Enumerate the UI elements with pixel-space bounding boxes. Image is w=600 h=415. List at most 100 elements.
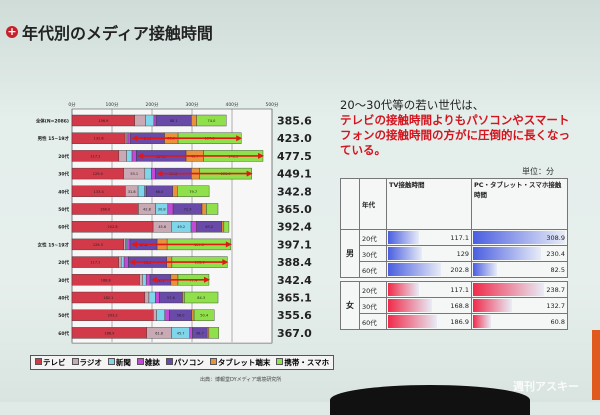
total-label: 385.6 [277,115,312,128]
bar-segment [191,114,197,127]
source-note: 出典：博報堂DYメディア環境研究所 [200,377,282,383]
segment-label: 117.1 [90,154,100,158]
category-label: 60代 [58,224,69,231]
age-cell: 30代 [359,245,387,262]
segment-label: 186.9 [104,331,114,335]
pc-bar [473,247,542,260]
legend-item: タブレット端末 [209,357,270,368]
pc-cell: 308.9 [471,229,568,246]
bar-segment [137,185,145,198]
pc-cell: 82.5 [471,261,568,278]
arrow-head [246,170,253,177]
x-tick-label: 300分 [185,101,199,108]
bar-segment [190,220,197,233]
legend-item: ラジオ [71,357,102,368]
category-label: 女性 15~19才 [38,241,70,248]
pc-cell: 132.7 [471,297,568,314]
x-tick-label: 100分 [105,101,119,108]
category-label: 30代 [58,277,69,284]
pc-bar [473,263,498,276]
arrow-head [156,170,163,177]
category-label: 50代 [58,312,69,319]
column-header: 年代 [359,178,387,230]
arrow-head [236,135,243,142]
segment-label: 203.2 [108,314,118,318]
tv-bar [388,315,438,328]
segment-label: 132.8 [94,137,104,141]
table-row: 男 20代 117.1 308.9 [340,229,568,278]
bar-segment [126,238,131,251]
segment-label: 49.2 [177,225,185,229]
chart-legend: テレビ ラジオ 新聞 雑誌 パソコン タブレット端末 携帯・スマホ [30,355,335,370]
tv-cell: 186.9 [386,313,472,330]
bar-segment [201,203,207,215]
segment-label: 166.0 [100,208,110,212]
segment-label: 202.8 [108,225,118,229]
plus-icon: + [6,25,18,38]
arrow-head [222,259,229,266]
segment-label: 45.6 [158,225,166,229]
category-label: 全体(N=2086) [35,118,69,125]
bar-segment [127,132,131,144]
arrow-head [203,276,210,283]
tv-bar [388,299,433,312]
legend-label: 携帯・スマホ [284,358,330,367]
segment-label: 129.3 [93,243,103,247]
category-label: 男性 15~19才 [38,135,70,142]
segment-label: 50.4 [200,314,209,318]
segment-label: 79.7 [189,190,197,194]
bar-segment [124,132,128,144]
tv-cell: 117.1 [386,281,472,298]
bar-segment [123,238,126,251]
comparison-table: 年代 TV接触時間 PC・タブレット・スマホ接触時間男 20代 117.1 308.9 30… [340,178,568,330]
segment-label: 84.3 [197,296,205,300]
segment-label: 88.1 [170,119,178,123]
x-tick-label: 400分 [225,101,239,108]
logo-edge [592,330,600,400]
category-label: 40代 [58,188,69,195]
bar-segment [196,114,227,127]
bar-segment [208,327,220,339]
legend-swatch [209,358,217,365]
bar-segment [118,256,122,268]
legend-label: 新聞 [115,358,131,367]
arrow-head [131,135,138,142]
bar-segment [193,309,215,321]
bar-segment [118,150,127,162]
legend-swatch [165,358,173,365]
arrow-head [137,152,144,159]
segment-label: 133.4 [94,190,105,194]
x-tick-label: 0分 [68,101,76,108]
title-text: 年代別のメディア接触時間 [22,24,213,43]
segment-label: 66.0 [156,190,164,194]
bar-segment [142,274,147,286]
segment-label: 42.8 [143,208,151,212]
bar-segment [223,220,230,233]
pc-bar [473,315,492,328]
segment-label: 45.7 [177,331,185,335]
bar-segment [145,114,155,127]
segment-label: 61.8 [155,331,163,335]
slide-title: + 年代別のメディア接触時間 [6,20,213,44]
bar-segment [156,309,166,321]
age-cell: 60代 [359,261,387,278]
pc-cell: 238.7 [471,281,568,298]
legend-label: パソコン [173,358,204,367]
tv-bar [388,231,419,244]
segment-label: 168.8 [101,278,111,282]
bar-segment [155,291,160,304]
bar-segment [123,256,129,268]
table-row: 60代 186.9 60.8 [341,313,568,330]
segment-label: 182.1 [103,296,113,300]
bar-segment [191,309,195,321]
bar-segment [134,114,146,127]
age-cell: 20代 [359,229,387,246]
bar-segment [153,309,157,321]
segment-label: 36.7 [196,331,204,335]
legend-label: テレビ [43,358,66,367]
legend-swatch [276,358,284,365]
gender-label: 男 [340,229,360,278]
pc-bar [473,231,565,244]
description-line1: 20～30代等の若い世代は、 [340,98,485,112]
legend-item: 雑誌 [136,357,160,368]
